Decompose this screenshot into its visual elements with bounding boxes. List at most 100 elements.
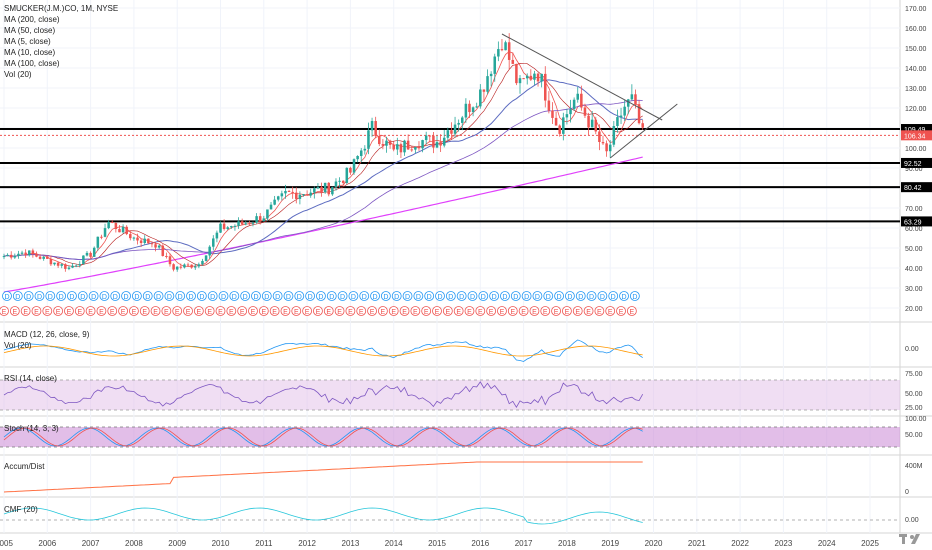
candle-body (410, 149, 414, 151)
earnings-marker-label: E (23, 309, 28, 316)
candle-body (154, 244, 157, 248)
price-tick-label: 20.00 (905, 306, 923, 313)
dividend-marker (56, 291, 67, 301)
earnings-marker (442, 306, 453, 316)
candle-body (35, 253, 38, 257)
dividend-marker-label: D (188, 294, 193, 301)
accum-label[interactable]: Accum/Dist (4, 462, 45, 471)
rsi-label[interactable]: RSI (14, close) (4, 374, 57, 383)
trendlines[interactable] (501, 33, 678, 159)
candle-body (583, 107, 587, 116)
candlestick-series[interactable] (2, 33, 644, 272)
candle-body (13, 255, 17, 258)
candle-body (78, 264, 82, 266)
symbol-title[interactable]: SMUCKER(J.M.)CO, 1M, NYSE (4, 4, 119, 13)
earnings-marker (356, 306, 367, 316)
legend-vol[interactable]: Vol (20) (4, 70, 32, 79)
candle-body (212, 238, 215, 247)
earnings-marker-label: E (164, 309, 169, 316)
time-tick-label: 2010 (212, 539, 230, 548)
candle-body (237, 221, 240, 226)
candle-body (453, 124, 457, 134)
rsi-band (0, 380, 900, 410)
earnings-marker-label: E (45, 309, 50, 316)
time-axis[interactable]: 2005 2006 2007 2008 2009 2010 2011 2012 2013 2014… (0, 539, 879, 548)
earnings-marker-label: E (348, 309, 353, 316)
rsi-line (3, 381, 644, 408)
earnings-marker-label: E (77, 309, 82, 316)
candle-body (298, 194, 302, 199)
earnings-marker (31, 306, 42, 316)
candle-body (24, 252, 27, 256)
price-tick-label: 130.00 (905, 86, 927, 93)
time-tick-label: 2025 (861, 539, 879, 548)
dividend-marker (294, 291, 305, 301)
price-tick-label: 100.00 (905, 146, 927, 153)
macd-label[interactable]: MACD (12, 26, close, 9) (4, 330, 90, 339)
earnings-marker (302, 306, 313, 316)
candle-body (349, 167, 352, 173)
dividend-marker-label: D (448, 294, 453, 301)
candle-body (338, 180, 341, 182)
candle-body (240, 221, 244, 225)
stoch-label[interactable]: Stoch (14, 3, 3) (4, 424, 59, 433)
price-axis[interactable]: 170.00160.00150.00140.00130.00120.00110.… (905, 6, 927, 524)
dividend-marker-label: D (26, 294, 31, 301)
candle-body (179, 266, 183, 268)
price-tick-label: 140.00 (905, 66, 927, 73)
earnings-marker (183, 306, 193, 316)
horizontal-levels[interactable] (0, 128, 900, 223)
cmf-label[interactable]: CMF (20) (4, 505, 38, 514)
legend-ma100[interactable]: MA (100, close) (4, 59, 60, 68)
candle-body (518, 78, 522, 84)
candle-body (17, 253, 20, 256)
candle-body (378, 136, 381, 145)
candle-body (479, 89, 482, 107)
dividend-marker (240, 291, 251, 301)
candle-body (536, 73, 540, 82)
event-markers[interactable]: E D E D E D E D E D E D E D E D E D E D E D E D E D E D E D E D E D E D E D E D… (0, 291, 640, 317)
earnings-marker-label: E (608, 309, 613, 316)
dividend-marker-label: D (253, 294, 258, 301)
candle-body (204, 255, 208, 261)
dividend-marker (121, 291, 131, 301)
dividend-marker (337, 291, 348, 301)
dividend-marker-label: D (470, 294, 475, 301)
dividend-marker-label: D (362, 294, 367, 301)
dividend-marker-label: D (178, 294, 183, 301)
dividend-marker-label: D (199, 294, 204, 301)
candle-body (201, 260, 204, 265)
trendline-upper (501, 33, 663, 121)
earnings-marker-label: E (586, 309, 591, 316)
earnings-marker (226, 306, 237, 316)
gridlines (0, 0, 900, 533)
candle-body (493, 56, 497, 74)
earnings-marker-label: E (2, 309, 7, 316)
time-tick-label: 2006 (38, 539, 56, 548)
earnings-marker (215, 306, 226, 316)
earnings-marker (64, 306, 74, 316)
earnings-marker (551, 306, 561, 316)
earnings-marker (572, 306, 583, 316)
dividend-marker (305, 291, 316, 301)
dividend-marker-label: D (37, 294, 42, 301)
dividend-marker (12, 291, 23, 301)
vol-label[interactable]: Vol (20) (4, 341, 32, 350)
candle-body (46, 256, 49, 259)
dividend-marker-label: D (611, 294, 616, 301)
earnings-marker-label: E (88, 309, 93, 316)
dividend-marker (413, 291, 424, 301)
candle-body (74, 265, 78, 267)
legend-ma10[interactable]: MA (10, close) (4, 48, 56, 57)
dividend-marker-label: D (167, 294, 172, 301)
dividend-marker-label: D (243, 294, 248, 301)
candle-body (284, 190, 287, 194)
legend-ma200[interactable]: MA (200, close) (4, 15, 60, 24)
candle-body (439, 142, 442, 146)
candle-body (403, 140, 406, 153)
legend-ma50[interactable]: MA (50, close) (4, 26, 56, 35)
level-badge-label: 63.29 (904, 219, 922, 226)
price-tick-label: 120.00 (905, 106, 927, 113)
legend-ma5[interactable]: MA (5, close) (4, 37, 51, 46)
